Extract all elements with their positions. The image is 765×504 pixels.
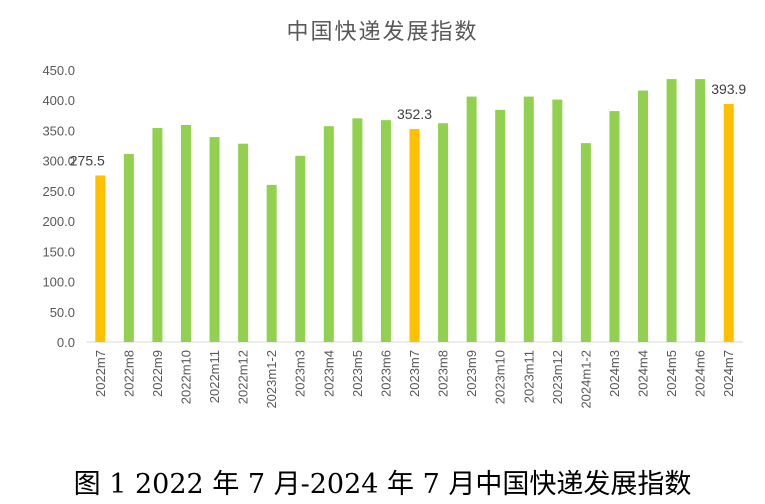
chart-title: 中国快递发展指数: [286, 19, 479, 44]
bar-2023m12: [552, 99, 563, 343]
x-tick-label: 2023m12: [550, 350, 565, 404]
bar-2023m3: [295, 155, 306, 342]
bars: [95, 79, 734, 343]
data-label-2024m7: 393.9: [711, 81, 746, 97]
y-tick-label: 50.0: [50, 305, 75, 320]
bar-2023m7: [409, 129, 420, 342]
bar-2023m1-2: [266, 184, 277, 342]
x-tick-label: 2023m7: [407, 350, 422, 397]
x-tick-label: 2023m6: [378, 350, 393, 397]
figure-caption: 图 1 2022 年 7 月-2024 年 7 月中国快递发展指数: [73, 469, 692, 500]
y-tick-label: 200.0: [42, 214, 75, 229]
x-tick-label: 2023m5: [350, 350, 365, 397]
x-tick-label: 2024m3: [607, 350, 622, 397]
x-tick-label: 2024m7: [721, 350, 736, 397]
y-tick-label: 250.0: [42, 184, 75, 199]
y-tick-label: 400.0: [42, 93, 75, 108]
x-tick-label: 2022m8: [121, 350, 136, 397]
x-tick-label: 2022m10: [178, 350, 193, 404]
bar-2024m3: [609, 111, 620, 342]
y-tick-label: 350.0: [42, 123, 75, 138]
x-tick-label: 2024m6: [693, 350, 708, 397]
y-tick-label: 0.0: [57, 335, 75, 350]
x-tick-label: 2023m8: [436, 350, 451, 397]
bar-2022m7: [95, 175, 106, 342]
x-tick-label: 2023m9: [464, 350, 479, 397]
bar-2023m5: [352, 118, 363, 342]
x-tick-label: 2022m12: [236, 350, 251, 404]
x-tick-label: 2022m7: [93, 350, 108, 397]
x-tick-label: 2024m1-2: [578, 350, 593, 409]
bar-2023m6: [380, 120, 391, 343]
bar-2024m7: [723, 103, 734, 342]
data-label-2022m7: 275.5: [70, 152, 105, 168]
x-tick-label: 2024m4: [636, 350, 651, 397]
x-axis-ticks: 2022m7 2022m8 2022m9 2022m10 2022m11 2022m12 2…: [93, 350, 736, 409]
x-tick-label: 2023m11: [521, 350, 536, 403]
y-tick-label: 100.0: [42, 275, 75, 290]
bar-2024m1-2: [580, 143, 591, 342]
y-tick-label: 150.0: [42, 244, 75, 259]
bar-2024m5: [666, 79, 677, 343]
bar-2024m4: [638, 90, 649, 342]
bar-2023m4: [323, 126, 334, 342]
y-tick-label: 300.0: [42, 154, 75, 169]
bar-2023m11: [523, 96, 534, 343]
y-tick-label: 450.0: [42, 63, 75, 78]
bar-2022m8: [123, 154, 134, 342]
bar-2023m9: [466, 96, 477, 343]
x-tick-label: 2023m10: [493, 350, 508, 404]
bar-2022m9: [152, 128, 163, 342]
x-tick-label: 2022m9: [150, 350, 165, 397]
bar-2022m12: [238, 143, 249, 342]
x-tick-label: 2023m3: [293, 350, 308, 397]
bar-2023m8: [438, 123, 449, 343]
bar-2022m11: [209, 137, 220, 342]
data-label-2023m7: 352.3: [397, 106, 432, 122]
x-tick-label: 2023m1-2: [264, 350, 279, 409]
y-axis-ticks: 0.0 50.0 100.0 150.0 200.0 250.0 300.0 350.0 400…: [42, 63, 75, 350]
x-tick-label: 2022m11: [207, 350, 222, 403]
x-tick-label: 2023m4: [321, 350, 336, 397]
bar-2023m10: [495, 109, 506, 342]
bar-2024m6: [695, 79, 706, 343]
data-labels: 275.5 352.3 393.9: [70, 81, 747, 169]
x-tick-label: 2024m5: [664, 350, 679, 397]
bar-2022m10: [180, 125, 191, 342]
